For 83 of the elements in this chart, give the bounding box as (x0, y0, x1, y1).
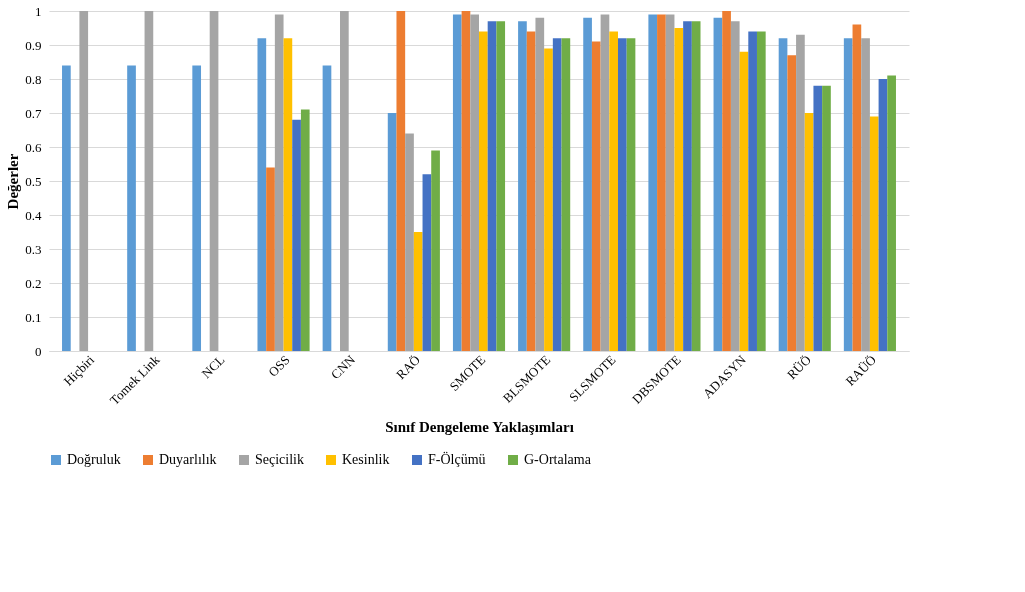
bar (583, 17, 592, 351)
y-tick-label: 0.4 (25, 207, 42, 223)
bar (813, 85, 823, 351)
y-tick-label: 0.8 (25, 71, 42, 87)
bar (274, 14, 284, 351)
x-axis-title: Sınıf Dengeleme Yaklaşımları (385, 418, 574, 435)
y-tick-label: 0.2 (25, 275, 42, 291)
bar (322, 65, 332, 351)
legend-label: Kesinlik (342, 452, 390, 467)
bar (518, 21, 527, 351)
bar (300, 109, 310, 351)
legend-label: Duyarlılık (159, 452, 217, 467)
bar (878, 79, 888, 351)
bar (452, 14, 462, 351)
bar (535, 17, 545, 351)
y-tick-label: 0.7 (25, 105, 42, 121)
bar (292, 119, 301, 351)
bar (722, 11, 731, 351)
bar (665, 14, 675, 351)
bar (591, 41, 601, 351)
bar (266, 167, 275, 351)
bar (861, 38, 870, 351)
bar (778, 38, 788, 351)
bar (609, 31, 618, 351)
bar (405, 133, 414, 351)
bar (787, 55, 797, 351)
y-tick-label: 0.6 (25, 139, 42, 155)
bar (431, 150, 440, 351)
y-tick-label: 0.5 (25, 173, 42, 189)
legend-label: Seçicilik (255, 452, 304, 467)
bar (617, 38, 627, 351)
x-tick-label: OSS (265, 352, 293, 380)
bar (552, 38, 562, 351)
bar (561, 38, 571, 351)
bar (796, 34, 805, 351)
bar (413, 232, 423, 351)
legend-label: G-Ortalama (524, 452, 592, 467)
bar (257, 38, 267, 351)
y-tick-label: 0.1 (25, 309, 42, 325)
bar (340, 11, 349, 351)
bar (62, 65, 71, 351)
bar (691, 21, 701, 351)
y-axis-title: Değerler (5, 153, 22, 210)
bar (748, 31, 757, 351)
bar (387, 113, 397, 351)
bar (487, 21, 497, 351)
bar (283, 38, 293, 351)
bar (713, 17, 723, 351)
bar (470, 14, 479, 351)
bar (683, 21, 692, 351)
y-tick-label: 0.9 (25, 37, 42, 53)
bar (144, 11, 154, 351)
bar (648, 14, 658, 351)
bar (209, 11, 219, 351)
bar (526, 31, 536, 351)
y-tick-label: 0.3 (25, 241, 42, 257)
bar (843, 38, 853, 351)
x-tick-label: NCL (198, 352, 228, 382)
bar (600, 14, 610, 351)
bar (739, 51, 749, 351)
legend-label: Doğruluk (67, 452, 121, 467)
bar (804, 113, 814, 351)
bar (127, 65, 136, 351)
bar (887, 75, 896, 351)
bar (544, 48, 553, 351)
bar (496, 21, 506, 351)
bar (396, 11, 406, 351)
bar (626, 38, 636, 351)
y-tick-label: 1 (35, 3, 42, 19)
legend-label: F-Ölçümü (428, 451, 486, 467)
bar (657, 14, 666, 351)
bar (674, 28, 684, 351)
bar (869, 116, 879, 351)
bar (79, 11, 89, 351)
bar (730, 21, 740, 351)
bar (852, 24, 862, 351)
bar (822, 85, 831, 351)
bar (756, 31, 766, 351)
bar (422, 174, 432, 351)
bar (192, 65, 202, 351)
bar (479, 31, 488, 351)
bar (461, 11, 471, 351)
y-tick-label: 0 (35, 343, 42, 359)
